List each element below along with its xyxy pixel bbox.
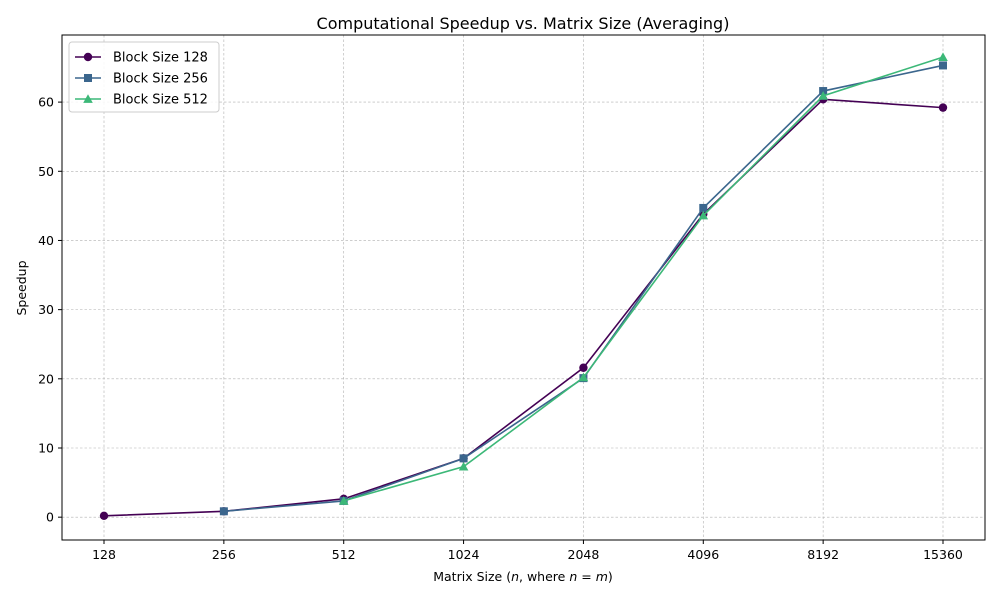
- data-point: [579, 363, 588, 372]
- legend-marker: [84, 74, 92, 82]
- data-point: [938, 103, 948, 112]
- x-tick-label: 8192: [807, 547, 839, 562]
- x-tick-label: 1024: [448, 547, 480, 562]
- x-tick-label: 2048: [568, 547, 600, 562]
- legend-label: Block Size 256: [113, 72, 208, 87]
- data-point: [219, 507, 228, 516]
- x-axis-label-suffix: ): [608, 569, 613, 584]
- data-point: [698, 210, 709, 220]
- x-axis-label-eq-sign: =: [577, 569, 595, 584]
- data-point: [818, 91, 828, 100]
- x-axis-label-prefix: Matrix Size (: [433, 569, 511, 584]
- legend-marker: [83, 52, 93, 62]
- y-tick-label: 0: [46, 510, 54, 525]
- x-tick-label: 128: [92, 547, 116, 562]
- y-axis-label: Speedup: [14, 260, 29, 315]
- x-tick-label: 4096: [687, 547, 719, 562]
- data-point: [338, 496, 349, 505]
- x-axis-label-mid: , where: [519, 569, 569, 584]
- data-point: [578, 372, 589, 382]
- legend-item: Block Size 256: [75, 72, 208, 87]
- series-1: [99, 95, 948, 520]
- x-tick-label: 256: [212, 547, 236, 562]
- x-axis-label-var-n: n: [511, 569, 519, 584]
- y-tick-label: 60: [38, 95, 54, 110]
- series-line: [343, 56, 944, 502]
- series-3: [338, 52, 948, 505]
- legend-item: Block Size 128: [75, 51, 208, 66]
- data-point: [699, 203, 708, 212]
- legend-items: Block Size 128 Block Size 256 Block Size 5…: [75, 51, 208, 108]
- legend-label: Block Size 128: [113, 51, 208, 66]
- grid-layer: [62, 35, 985, 540]
- y-tick-label: 40: [38, 233, 54, 248]
- x-tick-label: 512: [332, 547, 356, 562]
- y-axis-ticks: 0 10 20 30 40 50 60: [38, 95, 62, 525]
- data-point: [938, 52, 948, 61]
- plot-frame: [61, 34, 986, 541]
- data-point: [99, 511, 109, 520]
- data-point: [459, 454, 468, 463]
- legend: Block Size 128 Block Size 256 Block Size 5…: [68, 41, 220, 113]
- x-axis-label-eq-m: m: [596, 569, 608, 584]
- data-point: [939, 61, 947, 70]
- y-tick-label: 30: [38, 302, 54, 317]
- chart-title: Computational Speedup vs. Matrix Size (A…: [317, 14, 730, 33]
- legend-box: [68, 41, 220, 113]
- x-axis-label: Matrix Size (n, where n = m): [433, 569, 613, 584]
- data-point: [458, 461, 469, 471]
- x-axis-label-eq-n: n: [569, 569, 577, 584]
- x-tick-label: 15360: [923, 547, 963, 562]
- y-tick-label: 20: [38, 371, 54, 386]
- y-tick-label: 50: [38, 164, 54, 179]
- series-line: [103, 98, 944, 517]
- data-point: [819, 87, 828, 96]
- legend-marker: [83, 94, 93, 103]
- legend-label: Block Size 512: [113, 93, 208, 108]
- y-tick-label: 10: [38, 440, 54, 455]
- legend-item: Block Size 512: [75, 93, 208, 108]
- series-layer: [99, 52, 948, 520]
- x-axis-ticks: 128 256 512 1024 2048 4096 8192 15360: [92, 540, 963, 562]
